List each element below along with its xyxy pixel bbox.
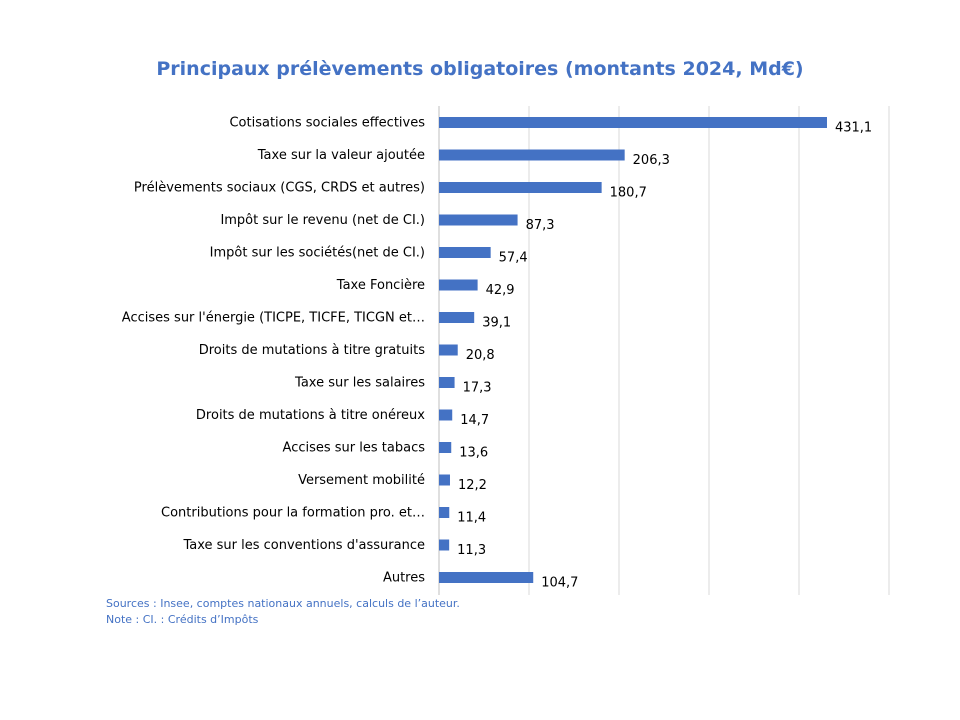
value-label: 17,3 (463, 381, 492, 396)
category-label: Cotisations sociales effectives (229, 116, 425, 131)
category-label: Droits de mutations à titre onéreux (196, 408, 425, 423)
bar (439, 247, 491, 258)
category-label: Droits de mutations à titre gratuits (199, 343, 425, 358)
bar (439, 214, 518, 226)
category-label: Impôt sur le revenu (net de CI.) (220, 213, 425, 228)
value-label: 87,3 (526, 218, 555, 233)
value-label: 57,4 (499, 251, 528, 266)
category-label: Impôt sur les sociétés(net de CI.) (210, 246, 425, 261)
category-label: Taxe Foncière (336, 278, 425, 293)
category-label: Taxe sur la valeur ajoutée (257, 148, 425, 163)
bar (439, 377, 455, 388)
category-label: Autres (383, 571, 425, 586)
category-label: Contributions pour la formation pro. et… (161, 506, 425, 521)
value-label: 11,4 (457, 511, 486, 526)
bar (439, 539, 450, 551)
value-label: 431,1 (835, 121, 872, 136)
bar (439, 442, 452, 453)
value-label: 11,3 (457, 543, 486, 558)
bar (439, 409, 453, 421)
bar (439, 572, 534, 583)
category-label: Prélèvements sociaux (CGS, CRDS et autre… (134, 181, 425, 196)
value-label: 14,7 (460, 413, 489, 428)
bar (439, 312, 475, 323)
chart-title: Principaux prélèvements obligatoires (mo… (156, 58, 804, 80)
value-label: 104,7 (541, 576, 578, 591)
bar (439, 279, 478, 291)
category-label: Taxe sur les conventions d'assurance (182, 538, 425, 553)
value-label: 206,3 (633, 153, 670, 168)
sources-note: Sources : Insee, comptes nationaux annue… (106, 597, 460, 610)
bar (439, 182, 602, 193)
bar (439, 474, 450, 486)
value-label: 13,6 (459, 446, 488, 461)
bar (439, 344, 458, 356)
value-label: 20,8 (466, 348, 495, 363)
bar (439, 507, 450, 518)
value-label: 12,2 (458, 478, 487, 493)
category-label: Versement mobilité (298, 473, 425, 488)
value-label: 42,9 (486, 283, 515, 298)
bar (439, 117, 827, 128)
category-label: Accises sur les tabacs (283, 441, 426, 456)
bar (439, 149, 625, 161)
category-label: Taxe sur les salaires (294, 376, 425, 391)
value-label: 39,1 (482, 316, 511, 331)
category-label: Accises sur l'énergie (TICPE, TICFE, TIC… (122, 311, 425, 326)
value-label: 180,7 (610, 186, 647, 201)
credits-note: Note : CI. : Crédits d’Impôts (106, 613, 259, 626)
